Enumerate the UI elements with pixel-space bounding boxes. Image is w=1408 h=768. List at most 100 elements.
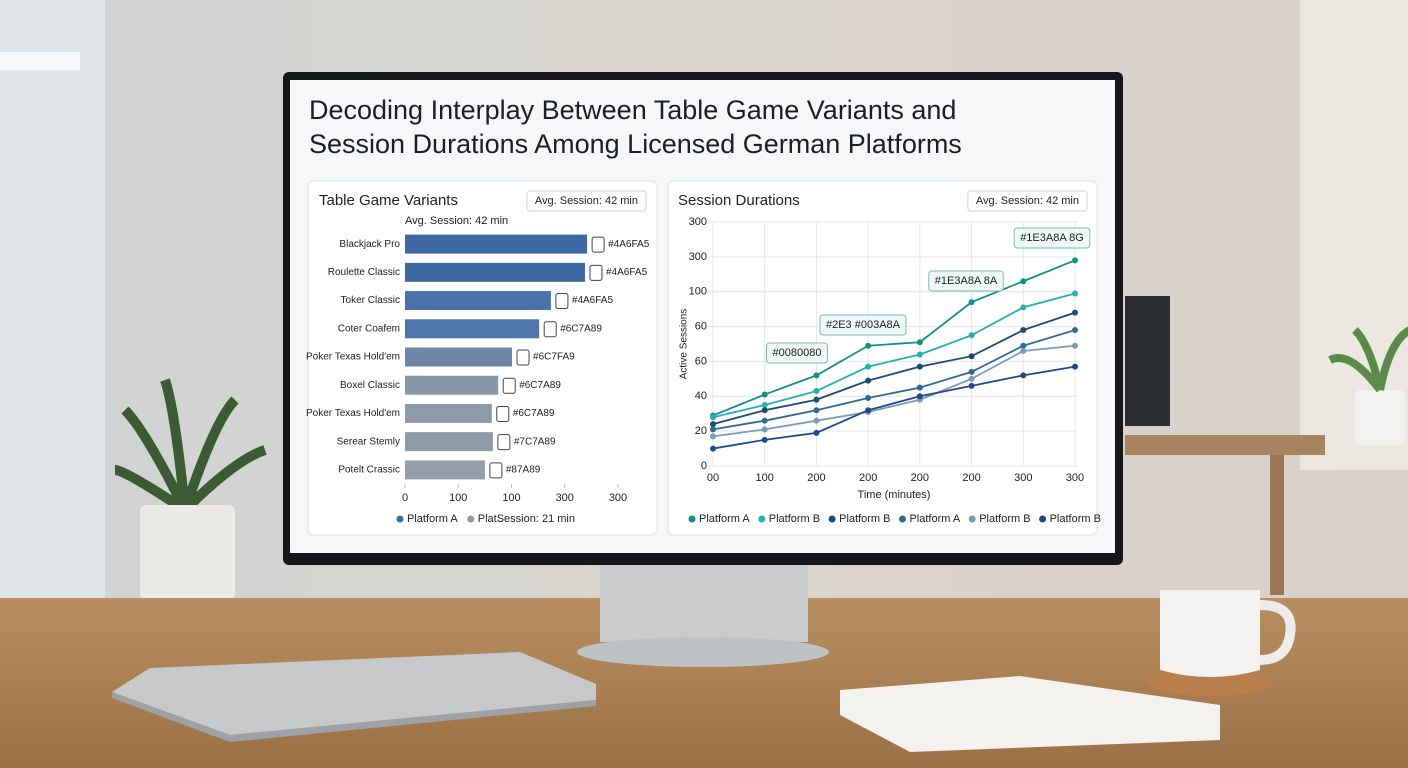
- x-tick-label: 00: [707, 472, 719, 484]
- monitor-neck: [600, 560, 808, 642]
- legend-swatch: [1039, 515, 1047, 523]
- chart-title: Session Durations: [678, 192, 800, 209]
- point: [1020, 278, 1027, 285]
- legend-label: Platform B: [769, 513, 820, 525]
- point: [865, 407, 872, 414]
- mug-handle: [1259, 600, 1296, 665]
- window: [0, 0, 105, 620]
- point: [968, 299, 975, 306]
- point: [1072, 257, 1078, 264]
- point: [761, 407, 768, 414]
- legend-label: Platform B: [979, 513, 1030, 525]
- x-axis-label: Time (minutes): [858, 489, 931, 501]
- point: [813, 396, 820, 403]
- annotation-box: [928, 270, 1004, 292]
- point: [968, 332, 975, 339]
- y-tick-label: 20: [695, 425, 707, 437]
- card-icon: [489, 462, 503, 479]
- card-icon: [543, 321, 557, 338]
- legend-label: Platform A: [909, 513, 960, 525]
- point: [968, 368, 975, 375]
- charts: Table Game Variants Avg. Session: 42 min A…: [306, 190, 1101, 525]
- line: [712, 292, 1076, 419]
- point: [710, 421, 716, 428]
- legend-label: PlatSession: 21 min: [478, 513, 575, 525]
- point: [813, 372, 820, 379]
- legend-swatch: [467, 515, 475, 523]
- badge-text: Avg. Session: 42 min: [976, 195, 1079, 207]
- point: [710, 426, 716, 433]
- y-tick-label: Coter Coafem: [338, 323, 400, 334]
- card-icon: [516, 349, 530, 366]
- x-tick-label: 100: [502, 492, 520, 504]
- bar-annotation: #4A6FA5: [608, 239, 650, 250]
- point: [813, 388, 820, 395]
- point: [916, 351, 923, 358]
- legend-label: Platform B: [839, 513, 890, 525]
- badge-text: Avg. Session: 42 min: [535, 195, 638, 207]
- plant-pot-left: [140, 505, 235, 600]
- y-tick-label: Blackjack Pro: [339, 239, 400, 250]
- legend-swatch: [898, 515, 906, 523]
- card-icon: [496, 405, 510, 422]
- bar-annotation: #87A89: [506, 465, 541, 476]
- annotation-text: #1E3A8A 8G: [1020, 232, 1084, 244]
- x-tick-label: 200: [911, 472, 929, 484]
- y-tick-label: 300: [689, 216, 707, 228]
- bar-annotation: #6C7FA9: [533, 352, 575, 363]
- point: [710, 445, 716, 452]
- legend-label: Platform B: [1050, 513, 1101, 525]
- plant-right: [1328, 326, 1408, 393]
- point: [761, 417, 768, 424]
- back-table: [1125, 435, 1325, 455]
- legend-label: Platform A: [407, 513, 458, 525]
- x-tick-label: 300: [1014, 472, 1032, 484]
- point: [1072, 290, 1078, 297]
- card-icon: [591, 236, 605, 253]
- window-light: [0, 52, 80, 70]
- point: [865, 342, 872, 349]
- point: [710, 433, 716, 440]
- annotation-text: #1E3A8A 8A: [935, 275, 998, 287]
- card-icon: [502, 377, 516, 394]
- annotation-box: [766, 342, 828, 364]
- point: [813, 429, 820, 436]
- x-tick-label: 300: [1066, 472, 1084, 484]
- point: [865, 363, 872, 370]
- annotation-text: #2E3 #003A8A: [826, 319, 901, 331]
- legend-swatch: [828, 515, 836, 523]
- line: [712, 311, 1076, 426]
- bar: [405, 432, 493, 452]
- notebook: [840, 676, 1220, 752]
- point: [1072, 327, 1078, 334]
- y-tick-label: Poker Texas Hold'em: [306, 408, 400, 419]
- badge: [967, 190, 1088, 212]
- bar: [405, 262, 585, 282]
- legend-label: Platform A: [699, 513, 750, 525]
- y-tick-label: Boxel Classic: [340, 380, 400, 391]
- point: [813, 407, 820, 414]
- line: [712, 329, 1076, 431]
- y-tick-label: Poker Texas Hold'em: [306, 352, 400, 363]
- legend-swatch: [688, 515, 696, 523]
- point: [813, 417, 820, 424]
- bar: [405, 234, 588, 254]
- annotation-text: #0080080: [773, 347, 822, 359]
- title-line: Session Durations Among Licensed German …: [309, 129, 962, 159]
- bar: [405, 375, 499, 395]
- point: [1020, 347, 1027, 354]
- bar-annotation: #6C7A89: [519, 380, 561, 391]
- point: [968, 375, 975, 382]
- chart-title: Table Game Variants: [319, 192, 458, 209]
- mug: [1160, 590, 1260, 677]
- y-tick-label: 40: [695, 390, 707, 402]
- x-tick-label: 200: [859, 472, 877, 484]
- point: [1020, 372, 1027, 379]
- point: [1072, 342, 1078, 349]
- card-icon: [589, 264, 603, 281]
- point: [1020, 342, 1027, 349]
- bar-annotation: #4A6FA5: [606, 267, 648, 278]
- point: [916, 339, 923, 346]
- point: [968, 382, 975, 389]
